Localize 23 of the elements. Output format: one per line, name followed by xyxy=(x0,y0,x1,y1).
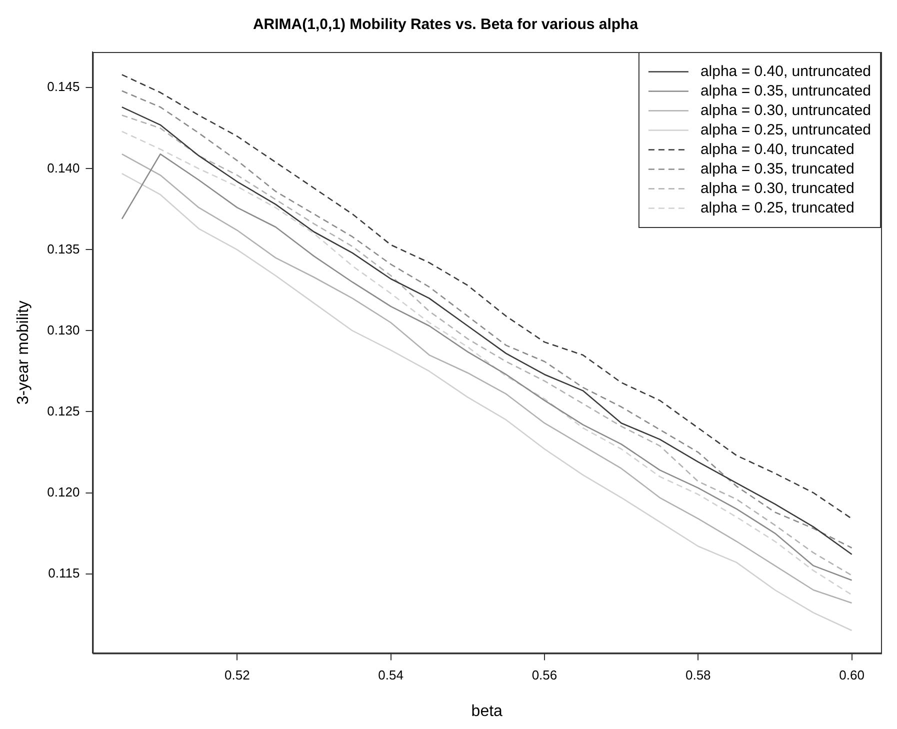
legend-label: alpha = 0.30, truncated xyxy=(700,180,854,197)
chart-title: ARIMA(1,0,1) Mobility Rates vs. Beta for various alpha xyxy=(252,16,639,34)
y-tick-label: 0.130 xyxy=(47,322,80,338)
y-tick-label: 0.140 xyxy=(47,160,80,176)
x-tick-label: 0.56 xyxy=(532,668,558,683)
legend-label: alpha = 0.40, truncated xyxy=(700,140,854,158)
y-tick-label: 0.145 xyxy=(47,79,80,94)
x-axis-title: beta xyxy=(471,702,503,720)
y-tick-label: 0.125 xyxy=(47,403,80,418)
x-tick-label: 0.58 xyxy=(685,668,711,683)
y-tick-label: 0.120 xyxy=(47,484,80,500)
legend-label: alpha = 0.35, truncated xyxy=(700,160,854,178)
legend-label: alpha = 0.40, untruncated xyxy=(700,62,872,80)
y-tick-label: 0.135 xyxy=(47,241,80,256)
y-axis-title: 3-year mobility xyxy=(15,300,32,405)
x-tick-label: 0.52 xyxy=(224,668,250,683)
x-tick-label: 0.54 xyxy=(378,668,404,683)
x-tick-label: 0.60 xyxy=(839,668,864,683)
y-tick-label: 0.115 xyxy=(48,565,80,580)
legend-label: alpha = 0.25, truncated xyxy=(700,199,854,216)
legend-label: alpha = 0.30, untruncated xyxy=(700,102,872,119)
legend-label: alpha = 0.25, untruncated xyxy=(700,121,872,138)
legend-label: alpha = 0.35, untruncated xyxy=(700,82,872,100)
